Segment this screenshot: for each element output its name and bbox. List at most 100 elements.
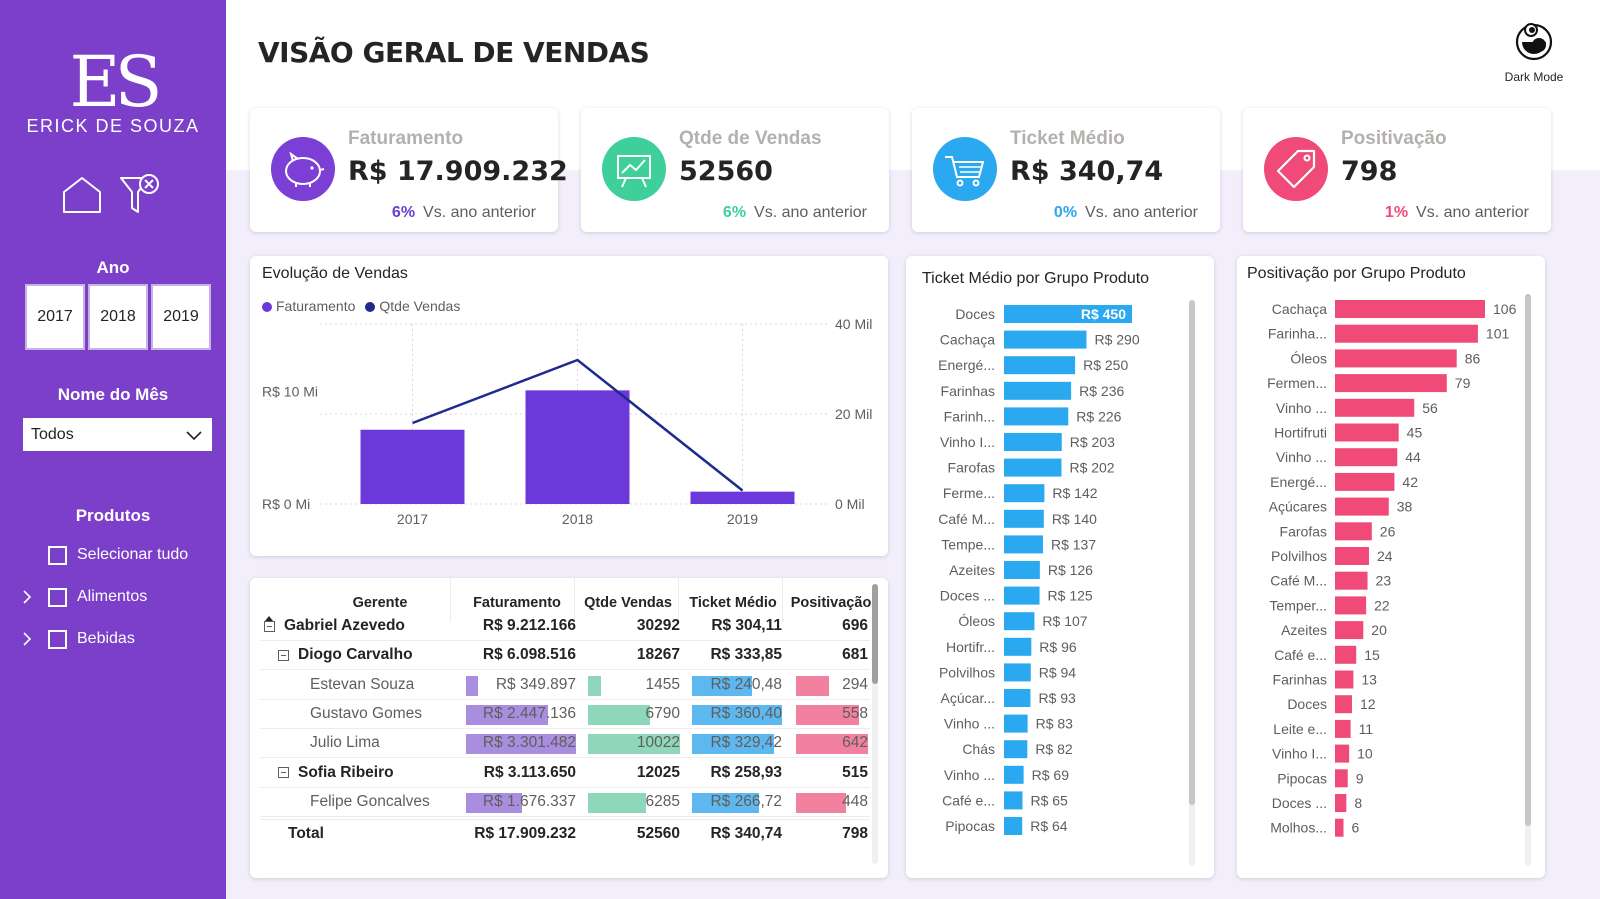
checkbox[interactable] [48, 587, 67, 607]
bar-20[interactable] [1004, 817, 1023, 835]
dark-mode-toggle[interactable]: Dark Mode [1498, 18, 1570, 84]
bar-15[interactable] [1004, 689, 1031, 707]
column-header-gerente[interactable]: Gerente [352, 595, 408, 611]
bar-7[interactable] [1335, 472, 1395, 491]
bar-2[interactable] [1335, 349, 1457, 368]
bar-14[interactable] [1004, 663, 1031, 682]
category-label: Doces [955, 306, 995, 322]
bar-5[interactable] [1335, 423, 1399, 442]
bar-7[interactable] [1004, 484, 1045, 503]
table-row[interactable]: Julio Lima R$ 3.301.482 10022 R$ 329,42 642 [260, 729, 870, 759]
ticket-chart-scrollbar-thumb[interactable] [1189, 300, 1195, 805]
matrix-scrollbar[interactable] [872, 584, 878, 864]
bar-0[interactable] [1335, 300, 1485, 318]
chart-title: Ticket Médio por Grupo Produto [922, 270, 1150, 287]
bar-4[interactable] [1335, 398, 1415, 417]
positivation-chart-scrollbar[interactable] [1525, 294, 1531, 866]
bar-9[interactable] [1004, 535, 1043, 554]
matrix-scrollbar-thumb[interactable] [872, 584, 878, 684]
category-label: Café M... [1270, 573, 1327, 589]
bar-5[interactable] [1004, 433, 1062, 451]
ticket-chart-scrollbar[interactable] [1189, 300, 1195, 866]
checkbox[interactable] [48, 629, 67, 649]
bar-15[interactable] [1335, 670, 1354, 689]
table-row[interactable]: Estevan Souza R$ 349.897 1455 R$ 240,48 294 [260, 671, 870, 700]
line-qtde-vendas[interactable] [412, 358, 744, 492]
table-row[interactable]: Diogo Carvalho R$ 6.098.516 18267 R$ 333,85… [260, 641, 870, 671]
home-icon[interactable] [60, 172, 104, 216]
bar-14[interactable] [1335, 645, 1357, 664]
bar-13[interactable] [1335, 621, 1364, 640]
brand-logo: ES ERICK DE SOUZA [0, 44, 226, 137]
bar-16[interactable] [1335, 695, 1352, 714]
column-header-positivacao[interactable]: Positivação [790, 595, 872, 611]
bar-13[interactable] [1004, 637, 1032, 656]
bar-10[interactable] [1004, 561, 1040, 579]
table-row[interactable]: Felipe Goncalves R$ 1.676.337 6285 R$ 266,7… [260, 788, 870, 817]
column-header-ticket-medio[interactable]: Ticket Médio [689, 595, 777, 611]
column-header-qtde-vendas[interactable]: Qtde Vendas [584, 595, 672, 611]
data-label: R$ 93 [1038, 690, 1076, 706]
bar-19[interactable] [1335, 769, 1348, 788]
bar-18[interactable] [1004, 765, 1024, 784]
bar-4[interactable] [1004, 407, 1069, 426]
category-label: Temper... [1269, 597, 1327, 613]
bar-12[interactable] [1335, 596, 1367, 615]
table-row[interactable]: Sofia Ribeiro R$ 3.113.650 12025 R$ 258,93 5… [260, 759, 870, 788]
year-button-2018[interactable]: 2018 [88, 284, 148, 350]
category-label: Farinha... [1268, 326, 1327, 342]
bar-19[interactable] [1004, 791, 1023, 810]
category-label: Farofas [1280, 523, 1327, 539]
bar-8[interactable] [1335, 497, 1389, 516]
legend-item-qtde-vendas[interactable]: Qtde Vendas [365, 298, 460, 314]
column-header-faturamento[interactable]: Faturamento [473, 595, 561, 611]
checkbox[interactable] [48, 545, 67, 565]
collapse-icon[interactable] [264, 620, 275, 632]
collapse-icon[interactable] [278, 649, 289, 661]
collapse-icon[interactable] [278, 767, 289, 778]
bar-faturamento-2019[interactable] [690, 491, 795, 504]
data-label: R$ 202 [1069, 460, 1114, 476]
data-label: 79 [1455, 375, 1471, 391]
bar-10[interactable] [1335, 547, 1369, 565]
row-name: Gabriel Azevedo [264, 612, 405, 640]
chevron-right-icon[interactable] [21, 632, 33, 646]
bar-1[interactable] [1335, 324, 1478, 343]
chevron-right-icon[interactable] [21, 590, 33, 604]
bar-21[interactable] [1335, 818, 1344, 837]
bar-11[interactable] [1004, 586, 1040, 605]
month-dropdown[interactable]: Todos [23, 418, 212, 451]
bar-17[interactable] [1335, 719, 1351, 738]
bar-3[interactable] [1004, 381, 1072, 400]
table-row[interactable]: Gabriel Azevedo R$ 9.212.166 30292 R$ 304,1… [260, 612, 870, 641]
year-button-2017[interactable]: 2017 [25, 284, 85, 350]
bar-3[interactable] [1335, 374, 1447, 393]
bar-18[interactable] [1335, 744, 1350, 763]
year-button-2019[interactable]: 2019 [151, 284, 211, 350]
bar-0[interactable] [1004, 305, 1132, 323]
bar-16[interactable] [1004, 714, 1028, 733]
bar-faturamento-2018[interactable] [525, 390, 630, 504]
bar-8[interactable] [1004, 509, 1044, 528]
bar-2[interactable] [1004, 356, 1076, 375]
bar-faturamento-2017[interactable] [360, 429, 465, 504]
table-row[interactable]: Gustavo Gomes R$ 2.447.136 6790 R$ 360,40 55… [260, 700, 870, 729]
bar-11[interactable] [1335, 571, 1368, 590]
bar-12[interactable] [1004, 612, 1035, 631]
kpi-value: R$ 17.909.232 [348, 156, 568, 187]
clear-filter-icon[interactable] [118, 172, 162, 216]
total-row[interactable]: Total R$ 17.909.232 52560 R$ 340,74 798 [260, 819, 870, 848]
bar-6[interactable] [1335, 448, 1398, 467]
positivation-chart-scrollbar-thumb[interactable] [1525, 294, 1531, 826]
sort-ascending-icon[interactable] [264, 614, 274, 622]
bar-1[interactable] [1004, 330, 1087, 349]
legend-item-faturamento[interactable]: Faturamento [262, 298, 355, 314]
data-label: R$ 126 [1048, 562, 1093, 578]
bar-9[interactable] [1335, 522, 1372, 541]
bar-17[interactable] [1004, 740, 1028, 759]
logo-name: ERICK DE SOUZA [26, 116, 200, 136]
bar-6[interactable] [1004, 458, 1062, 477]
bar-20[interactable] [1335, 794, 1347, 812]
cell-pos: 696 [842, 617, 868, 634]
kpi-card-faturamento: Faturamento R$ 17.909.232 6% Vs. ano ante… [250, 108, 568, 232]
